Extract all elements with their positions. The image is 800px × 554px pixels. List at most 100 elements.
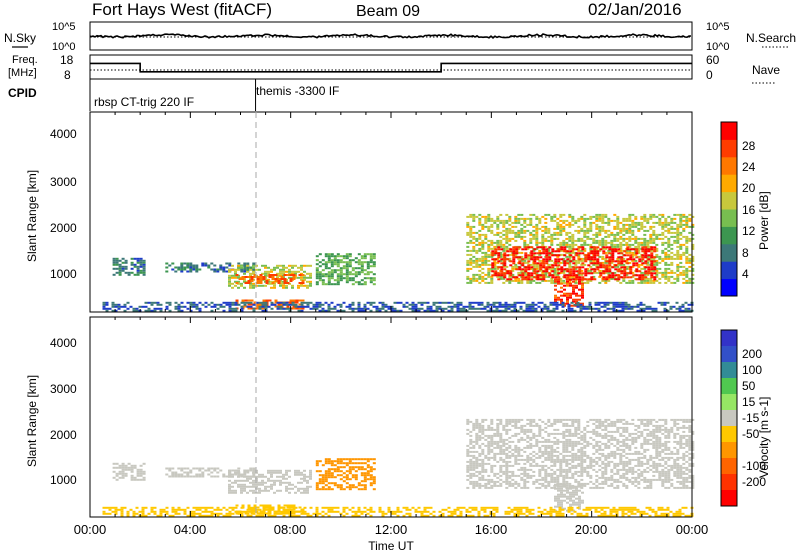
power-cell [144,305,148,308]
power-cell [186,264,190,267]
velocity-cell [502,440,506,443]
power-cell [493,261,497,264]
power-cell [670,281,674,284]
power-cell [650,246,654,249]
power-cell [469,253,473,256]
power-cell [491,266,495,269]
power-cell [559,215,563,218]
velocity-cell [589,462,593,465]
power-cell [586,281,590,284]
velocity-cell [598,426,602,429]
power-cell [643,237,647,240]
power-cell [517,231,521,234]
power-cell [589,243,593,246]
velocity-cell [565,470,569,473]
velocity-cell [508,474,512,477]
velocity-cell [532,436,536,439]
power-cell [277,282,281,284]
power-cell [466,259,470,262]
power-cell [535,233,539,236]
power-cell [613,245,617,248]
power-cell [664,229,668,232]
power-cell [478,269,482,272]
velocity-cell [228,475,231,478]
power-cell [655,235,659,238]
velocity-cell [496,422,500,425]
power-cell [481,251,485,254]
power-cell [644,266,648,269]
power-cell [303,305,307,308]
power-cell [650,256,654,259]
velocity-cell [511,484,515,487]
power-cell [531,309,535,312]
power-cell [300,276,303,279]
velocity-cell [604,444,608,447]
power-cell [234,280,237,283]
power-cell [481,259,485,262]
velocity-cell [369,474,373,477]
power-cell [653,260,657,263]
velocity-cell [508,422,512,425]
power-cell [195,303,199,306]
velocity-cell [580,474,584,477]
power-cell [641,256,645,259]
power-cell [550,237,554,240]
power-cell [635,264,639,267]
power-cell [615,305,619,308]
power-cell [649,217,653,220]
velocity-cell [502,460,506,463]
power-cell [621,301,625,304]
velocity-cell [363,468,367,471]
velocity-cell [139,478,143,481]
velocity-cell [300,471,303,474]
velocity-cell [508,470,512,473]
power-cell [246,264,249,267]
power-cell [577,255,581,258]
power-cell [661,241,665,244]
power-cell [563,262,567,265]
power-cell [105,301,109,304]
velocity-cell [348,466,352,469]
power-cell [625,249,629,252]
power-cell [360,271,364,274]
power-cell [247,303,251,306]
velocity-cell [520,430,524,433]
velocity-cell [568,450,572,453]
velocity-cell [228,471,231,474]
velocity-cell [490,438,494,441]
nave-tick-high: 60 [706,53,720,67]
power-cell [608,270,612,273]
power-cell [610,241,614,244]
velocity-cell [574,480,578,483]
power-cell [243,262,247,265]
velocity-cell [324,488,328,491]
power-cell [384,309,388,312]
velocity-cell [306,487,309,490]
power-cell [635,250,639,253]
velocity-cell [240,475,244,478]
velocity-cell [270,473,273,476]
velocity-cell [562,430,566,433]
velocity-cell [484,438,488,441]
velocity-cell [532,432,536,435]
power-cell [519,305,523,308]
velocity-cell [372,482,376,485]
velocity-cell [475,426,479,429]
velocity-cell [541,420,545,423]
power-cell [508,243,512,246]
power-cell [583,235,587,238]
velocity-cell [580,472,584,475]
power-cell [587,278,591,281]
power-cell [631,281,635,284]
power-cell [500,268,504,271]
velocity-cell [276,475,279,478]
power-cell [551,276,555,279]
velocity-cell [598,444,602,447]
velocity-cell [616,446,620,449]
velocity-cell [607,454,611,457]
power-cell [530,274,534,277]
power-cell [478,213,482,216]
power-cell [597,301,601,304]
velocity-cell [565,476,569,479]
velocity-cell [112,462,116,465]
